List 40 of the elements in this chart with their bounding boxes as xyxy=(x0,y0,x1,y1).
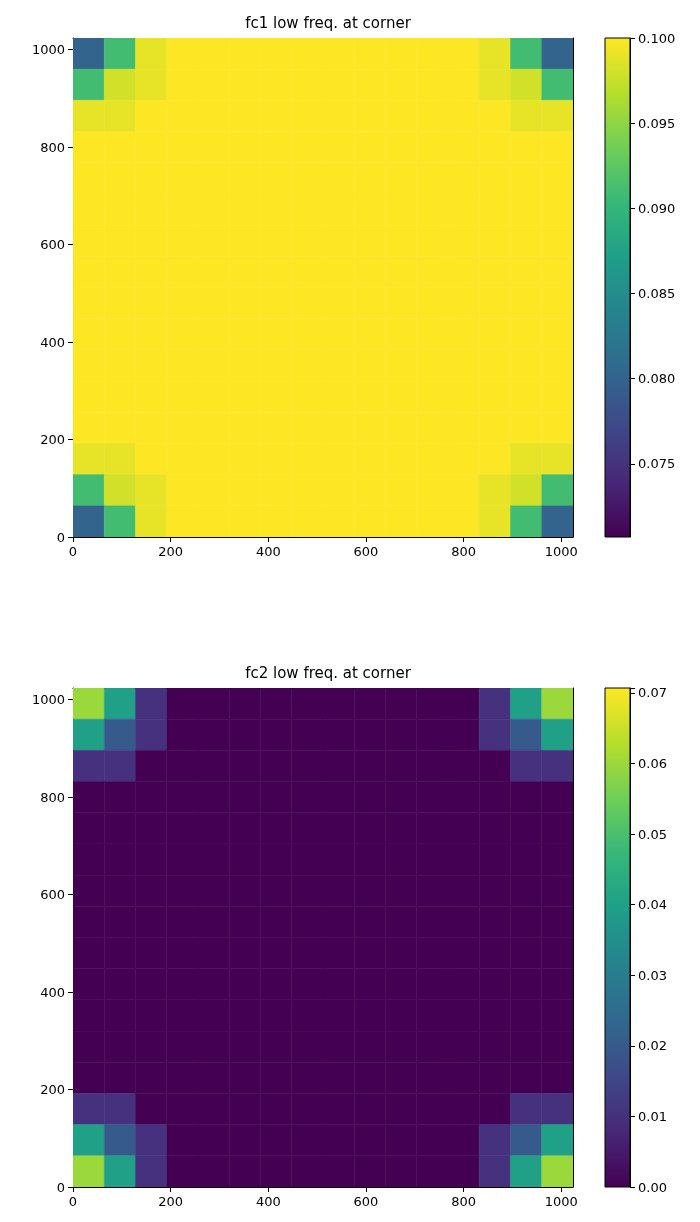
color-bar-label: 0.05 xyxy=(638,826,667,842)
color-bar-label: 0.07 xyxy=(638,685,667,701)
color-bar-label: 0.01 xyxy=(638,1108,667,1124)
y-tick-label: 0 xyxy=(56,529,65,545)
x-tick-label: 1000 xyxy=(544,1194,578,1209)
y-tick-label: 200 xyxy=(40,432,65,448)
y-tick-label: 1000 xyxy=(31,692,65,708)
color-bar-label: 0.095 xyxy=(638,115,676,131)
y-tick-label: 1000 xyxy=(31,42,65,58)
x-tick-label: 1000 xyxy=(544,544,578,559)
y-tick-label: 600 xyxy=(40,887,65,903)
color-bar-label: 0.085 xyxy=(638,285,676,301)
y-tick-label: 400 xyxy=(40,984,65,1000)
color-bar-label: 0.100 xyxy=(638,30,676,46)
color-bar-label: 0.03 xyxy=(638,967,667,983)
color-bar-label: 0.00 xyxy=(638,1179,667,1195)
color-bar-label: 0.06 xyxy=(638,756,667,772)
color-bar-label: 0.090 xyxy=(638,200,676,216)
x-tick-label: 600 xyxy=(353,1194,379,1209)
x-tick-label: 600 xyxy=(353,544,379,559)
x-tick-label: 0 xyxy=(68,1194,78,1209)
chart-title: fc2 low freq. at corner xyxy=(245,663,412,682)
x-tick-label: 200 xyxy=(158,1194,184,1209)
x-tick-label: 400 xyxy=(255,544,281,559)
y-tick-label: 800 xyxy=(40,139,65,155)
x-tick-label: 400 xyxy=(255,1194,281,1209)
color-bar-label: 0.075 xyxy=(638,456,676,472)
x-tick-label: 800 xyxy=(451,1194,477,1209)
y-tick-label: 400 xyxy=(40,334,65,350)
y-tick-label: 200 xyxy=(40,1082,65,1098)
x-tick-label: 200 xyxy=(158,544,184,559)
x-tick-label: 0 xyxy=(68,544,78,559)
x-tick-label: 800 xyxy=(451,544,477,559)
y-tick-label: 800 xyxy=(40,789,65,805)
color-bar-label: 0.04 xyxy=(638,897,667,913)
y-tick-label: 600 xyxy=(40,237,65,253)
color-bar-label: 0.080 xyxy=(638,371,676,387)
chart-title: fc1 low freq. at corner xyxy=(245,13,412,32)
y-tick-label: 0 xyxy=(56,1179,65,1195)
color-bar-label: 0.02 xyxy=(638,1038,667,1054)
